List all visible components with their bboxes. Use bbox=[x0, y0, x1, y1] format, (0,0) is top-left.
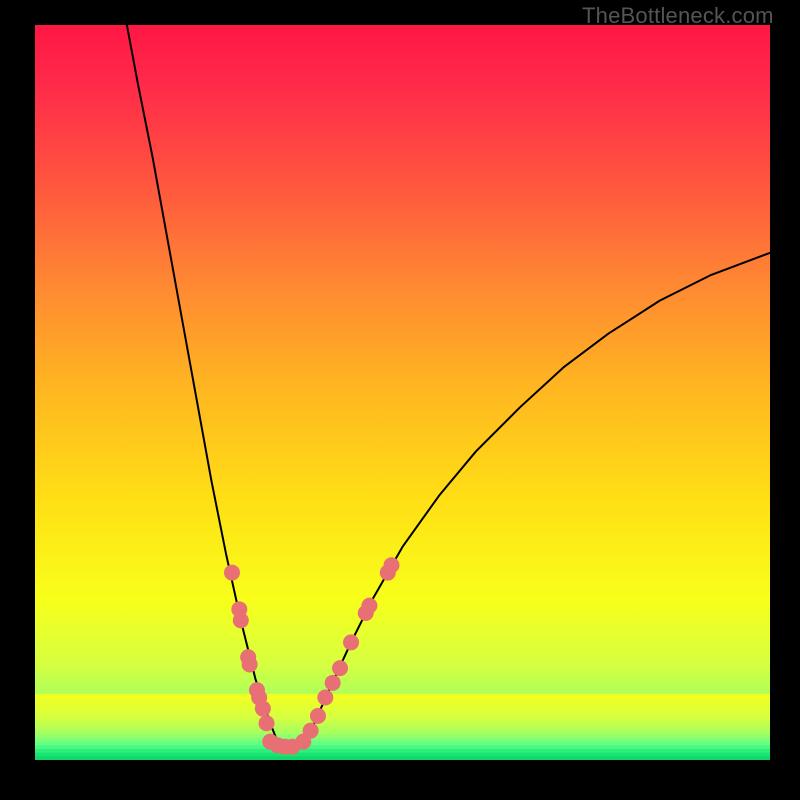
data-marker bbox=[233, 612, 249, 628]
chart-root: { "watermark": { "text": "TheBottleneck.… bbox=[0, 0, 800, 800]
data-marker bbox=[361, 598, 377, 614]
data-marker bbox=[343, 634, 359, 650]
data-marker bbox=[303, 723, 319, 739]
data-marker bbox=[317, 690, 333, 706]
data-marker bbox=[224, 565, 240, 581]
data-marker bbox=[325, 675, 341, 691]
data-marker bbox=[255, 701, 271, 717]
data-marker bbox=[310, 708, 326, 724]
data-marker bbox=[383, 557, 399, 573]
chart-svg bbox=[0, 0, 800, 800]
data-marker bbox=[332, 660, 348, 676]
data-marker bbox=[242, 656, 258, 672]
watermark-text: TheBottleneck.com bbox=[582, 3, 774, 29]
bottom-color-bands bbox=[35, 694, 770, 761]
data-marker bbox=[259, 715, 275, 731]
plot-background bbox=[35, 25, 770, 760]
